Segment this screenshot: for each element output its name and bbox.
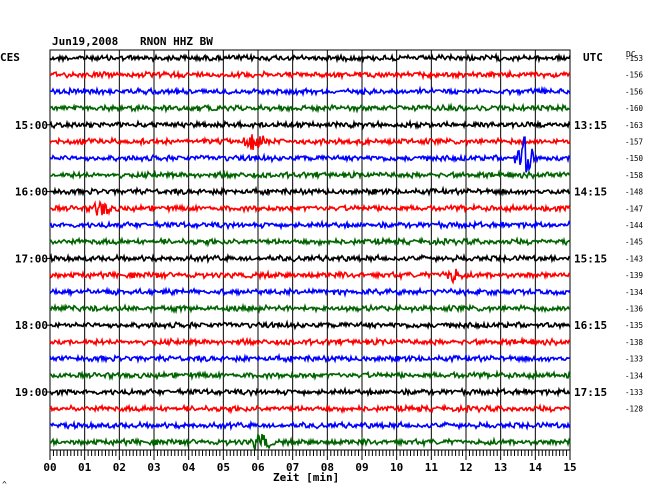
x-tick-label: 08: [321, 461, 334, 474]
chart-station: RNON HHZ BW: [140, 35, 213, 48]
x-tick-label: 14: [529, 461, 543, 474]
seismic-trace-blue: [49, 286, 571, 298]
seismic-trace-green: [49, 302, 571, 315]
x-tick-label: 11: [425, 461, 439, 474]
left-timezone-label: CES: [0, 51, 20, 64]
right-hour-label: 14:15: [574, 186, 607, 199]
chart-date: Jun19,2008: [52, 35, 119, 48]
dc-offset-label: -133: [625, 355, 643, 364]
x-tick-label: 05: [217, 461, 230, 474]
dc-offset-label: -143: [625, 254, 643, 263]
dc-offset-label: -157: [625, 138, 643, 147]
right-timezone-label: UTC: [583, 51, 603, 64]
seismic-trace-green: [49, 169, 571, 181]
right-hour-label: 15:15: [574, 252, 607, 265]
seismic-trace-blue: [49, 219, 571, 231]
seismic-trace-green: [49, 432, 571, 450]
corner-mark: ^: [2, 480, 7, 489]
dc-offset-label: -128: [625, 405, 644, 414]
seismic-trace-red: [49, 134, 571, 150]
x-tick-label: 12: [459, 461, 472, 474]
x-tick-label: 03: [147, 461, 160, 474]
x-tick-label: 01: [78, 461, 92, 474]
dc-offset-label: -158: [625, 171, 644, 180]
dc-offset-label: -138: [625, 338, 644, 347]
x-axis-label: Zeit [min]: [273, 471, 340, 484]
dc-offset-label: -135: [625, 321, 643, 330]
seismic-trace-blue: [49, 136, 571, 173]
dc-offset-label: -134: [625, 371, 644, 380]
x-tick-label: 13: [494, 461, 507, 474]
x-tick-label: 07: [286, 461, 299, 474]
seismic-trace-green: [49, 369, 571, 382]
seismic-trace-red: [49, 68, 571, 81]
seismic-trace-green: [49, 102, 571, 114]
x-tick-label: 06: [251, 461, 265, 474]
dc-offset-label: -156: [625, 87, 644, 96]
x-tick-label: 15: [563, 461, 576, 474]
dc-offset-label: -139: [625, 271, 643, 280]
dc-offset-label: -150: [625, 154, 644, 163]
dc-offset-label: -133: [625, 388, 643, 397]
right-hour-label: 16:15: [574, 319, 607, 332]
seismic-trace-black: [49, 185, 571, 197]
seismic-trace-red: [49, 403, 571, 415]
x-tick-label: 09: [355, 461, 368, 474]
right-hour-label: 17:15: [574, 386, 607, 399]
seismic-trace-black: [49, 386, 571, 398]
seismic-trace-black: [49, 52, 571, 64]
x-tick-label: 10: [390, 461, 403, 474]
left-hour-label: 15:00: [15, 119, 48, 132]
seismic-trace-blue: [49, 85, 571, 98]
seismic-trace-red: [49, 268, 571, 285]
dc-offset-label: -147: [625, 204, 643, 213]
plot-frame: [49, 49, 571, 451]
left-hour-label: 17:00: [15, 252, 48, 265]
dc-offset-label: -134: [625, 288, 644, 297]
dc-offset-label: -160: [625, 104, 644, 113]
seismic-trace-green: [49, 236, 571, 248]
seismic-trace-red: [49, 199, 571, 216]
dc-offset-label: -153: [625, 54, 643, 63]
left-hour-label: 18:00: [15, 319, 48, 332]
dc-offset-label: -156: [625, 71, 644, 80]
left-hour-label: 16:00: [15, 186, 48, 199]
seismic-trace-blue: [49, 352, 571, 364]
dc-offset-label: -145: [625, 238, 643, 247]
dc-offset-label: -136: [625, 305, 644, 314]
seismic-trace-red: [49, 336, 571, 348]
left-hour-label: 19:00: [15, 386, 48, 399]
x-tick-label: 02: [113, 461, 126, 474]
seismic-trace-black: [49, 118, 571, 131]
dc-offset-label: -144: [625, 221, 644, 230]
dc-offset-label: -163: [625, 121, 643, 130]
x-tick-label: 00: [43, 461, 56, 474]
right-hour-label: 13:15: [574, 119, 607, 132]
seismic-trace-blue: [49, 419, 571, 432]
seismic-trace-black: [49, 252, 571, 265]
dc-label: DC: [626, 50, 636, 59]
x-tick-label: 04: [182, 461, 196, 474]
dc-offset-label: -148: [625, 188, 644, 197]
seismic-trace-black: [49, 319, 571, 331]
